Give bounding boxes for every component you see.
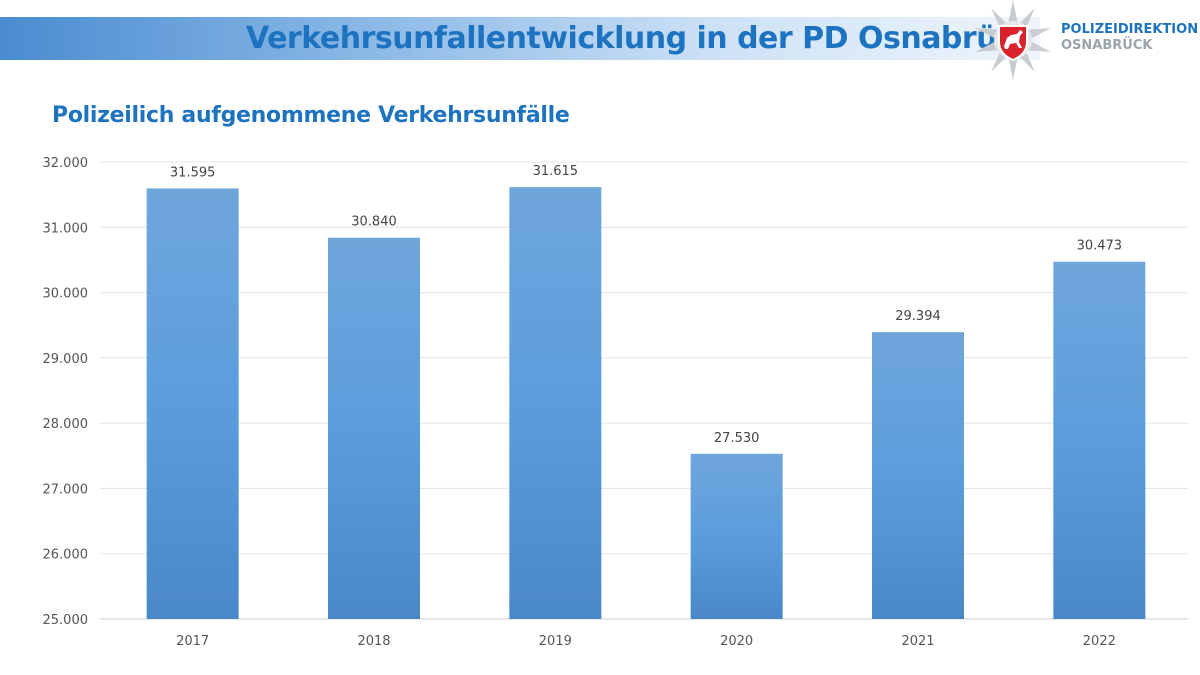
data-label: 31.595 <box>170 165 216 180</box>
x-tick-label: 2022 <box>1083 634 1116 649</box>
y-tick-label: 32.000 <box>43 156 89 171</box>
bar <box>146 188 239 619</box>
x-tick-label: 2017 <box>176 634 209 649</box>
bar <box>1053 261 1146 619</box>
x-tick-label: 2020 <box>720 634 753 649</box>
data-label: 30.473 <box>1077 239 1123 254</box>
x-tick-label: 2021 <box>901 634 934 649</box>
data-label: 27.530 <box>714 431 760 446</box>
y-tick-label: 29.000 <box>43 352 89 367</box>
header-band <box>0 17 1040 60</box>
y-tick-label: 27.000 <box>43 482 89 497</box>
x-tick-label: 2019 <box>539 634 572 649</box>
x-tick-label: 2018 <box>357 634 390 649</box>
bar <box>328 237 420 619</box>
bar <box>509 187 602 619</box>
chart-title: Polizeilich aufgenommene Verkehrsunfälle <box>52 103 570 128</box>
org-name-line2: OSNABRÜCK <box>1061 38 1153 53</box>
data-label: 29.394 <box>895 309 941 324</box>
y-tick-label: 31.000 <box>43 221 89 236</box>
y-tick-label: 25.000 <box>43 613 89 628</box>
org-name-line1: POLIZEIDIREKTION <box>1061 22 1199 37</box>
y-tick-label: 30.000 <box>43 287 89 302</box>
y-tick-label: 28.000 <box>43 417 89 432</box>
data-label: 30.840 <box>351 215 397 230</box>
page-title: Verkehrsunfallentwicklung in der PD Osna… <box>246 21 1034 56</box>
bar <box>872 332 964 619</box>
y-tick-label: 26.000 <box>43 548 89 563</box>
data-label: 31.615 <box>533 164 579 179</box>
police-star-logo-icon <box>975 0 1051 80</box>
bar <box>690 453 783 619</box>
